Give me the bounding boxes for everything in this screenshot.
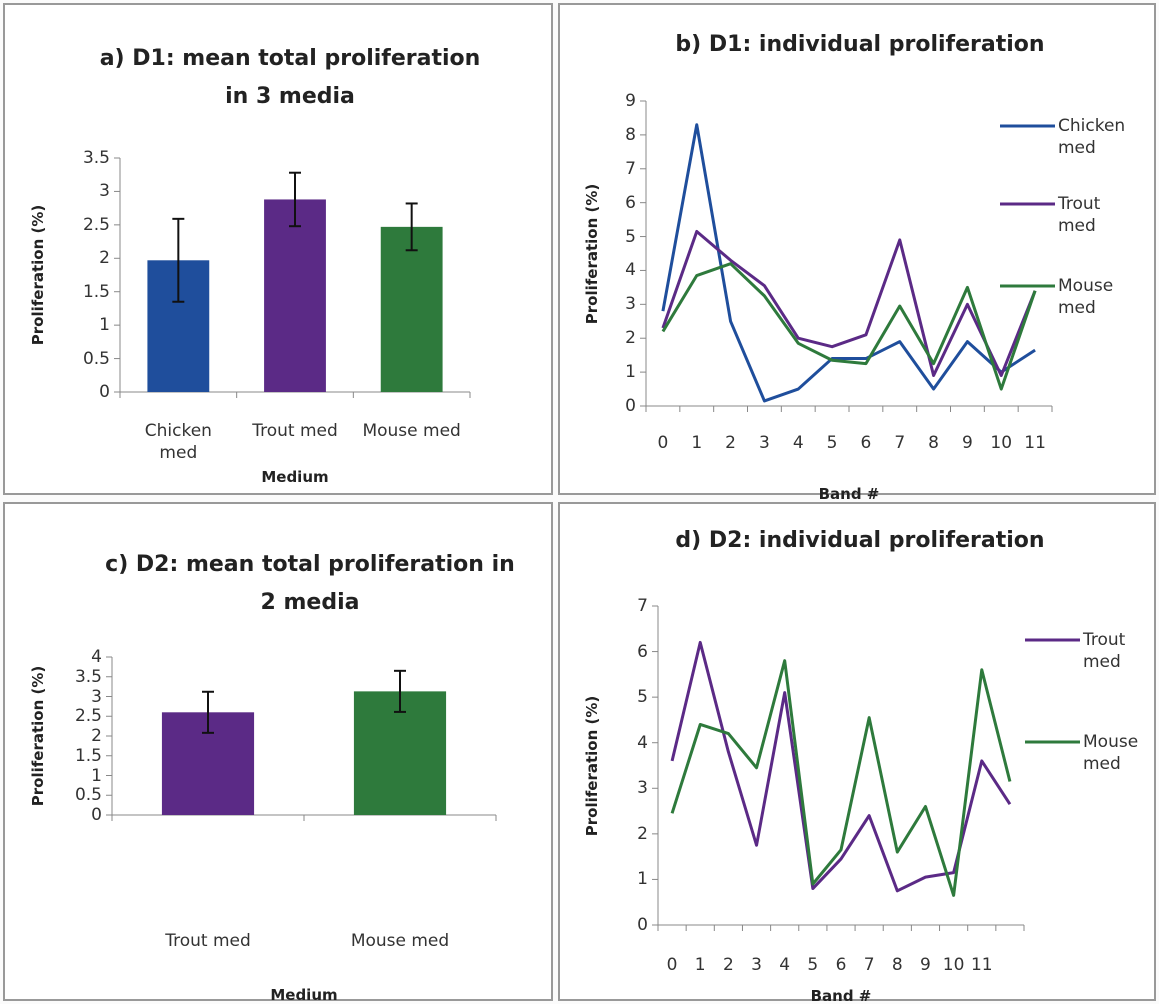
y-tick-label: 0 <box>625 396 636 416</box>
error-bar <box>405 202 418 252</box>
y-axis-label: Proliferation (%) <box>583 695 601 836</box>
error-bar <box>172 217 185 303</box>
x-tick-label: 4 <box>779 955 791 975</box>
x-tick-label: 9 <box>920 955 931 975</box>
y-tick-label: 2 <box>91 726 102 746</box>
y-tick-label: 5 <box>625 226 636 247</box>
y-tick-label: 4 <box>637 732 648 753</box>
y-tick-label: 9 <box>625 91 636 111</box>
y-tick-label: 3.5 <box>74 666 102 687</box>
legend-label: Mouse med <box>1083 732 1139 774</box>
y-tick-label: 1 <box>91 765 102 786</box>
y-tick-label: 2 <box>99 248 110 269</box>
y-tick-label: 8 <box>625 124 636 145</box>
x-tick-label: 11 <box>970 955 993 975</box>
x-tick-label: Mouse med <box>362 421 461 441</box>
y-tick-label: 3 <box>99 181 110 202</box>
x-tick-label: 8 <box>928 433 939 453</box>
x-tick-label: 2 <box>725 433 736 453</box>
x-tick-label: Chicken med <box>144 421 212 463</box>
x-tick-label: 1 <box>694 955 706 975</box>
bar <box>380 226 443 392</box>
x-tick-label: 6 <box>835 955 847 975</box>
x-tick-label: 0 <box>657 433 669 453</box>
y-tick-label: 5 <box>637 687 648 708</box>
error-bar <box>202 690 214 734</box>
y-tick-label: 1.5 <box>82 281 110 302</box>
x-tick-label: Trout med <box>165 931 251 951</box>
x-tick-label: 11 <box>1024 433 1046 453</box>
x-tick-label: 0 <box>666 955 678 975</box>
y-tick-label: 2 <box>637 823 648 844</box>
y-tick-label: 3 <box>625 294 636 315</box>
y-tick-label: 1.5 <box>74 745 102 766</box>
x-tick-label: 7 <box>894 433 906 453</box>
line-series <box>670 659 1012 897</box>
x-tick-label: 3 <box>758 433 770 453</box>
y-tick-label: 2 <box>625 328 636 349</box>
x-axis-label: Band # <box>818 485 880 503</box>
line-series <box>661 229 1037 377</box>
x-tick-label: 5 <box>807 955 819 975</box>
line-series <box>661 262 1037 391</box>
y-tick-label: 3.5 <box>82 148 110 168</box>
x-tick-label: 8 <box>891 955 903 975</box>
y-tick-label: 6 <box>637 641 648 662</box>
y-tick-label: 0 <box>99 382 110 402</box>
x-axis-label: Band # <box>810 987 872 1004</box>
y-tick-label: 3 <box>637 778 648 799</box>
x-tick-label: 10 <box>990 433 1013 453</box>
y-tick-label: 0.5 <box>74 785 102 806</box>
line-series <box>670 640 1012 893</box>
x-tick-label: 1 <box>691 433 703 453</box>
x-tick-label: 9 <box>961 433 973 453</box>
legend-label: Mouse med <box>1058 276 1114 318</box>
y-tick-label: 2.5 <box>74 706 102 727</box>
x-axis-label: Medium <box>270 986 338 1004</box>
y-tick-label: 7 <box>637 596 648 616</box>
y-tick-label: 4 <box>625 260 636 281</box>
chart-title: d) D2: individual proliferation <box>675 528 1045 553</box>
y-tick-label: 3 <box>91 686 102 707</box>
x-tick-label: Trout med <box>252 421 338 441</box>
y-tick-label: 4 <box>91 647 102 667</box>
y-tick-label: 1 <box>625 362 636 383</box>
legend-label: Trout med <box>1083 630 1126 672</box>
y-tick-label: 0 <box>637 915 648 935</box>
bar <box>264 199 326 392</box>
y-tick-label: 0.5 <box>82 348 110 369</box>
error-bar <box>289 171 301 228</box>
chart-title: c) D2: mean total proliferation in 2 med… <box>105 552 515 615</box>
x-tick-label: 10 <box>942 955 965 975</box>
y-tick-label: 6 <box>625 192 636 213</box>
y-tick-label: 1 <box>637 869 648 890</box>
x-tick-label: 4 <box>792 433 804 453</box>
error-bar <box>394 669 406 713</box>
y-tick-label: 0 <box>91 805 102 825</box>
x-tick-label: 3 <box>751 955 762 975</box>
legend-label: Chicken med <box>1058 116 1126 158</box>
x-tick-label: 7 <box>863 955 875 975</box>
y-tick-label: 7 <box>625 158 636 179</box>
x-tick-label: 6 <box>860 433 872 453</box>
y-tick-label: 2.5 <box>82 214 110 235</box>
chart-title: b) D1: individual proliferation <box>675 32 1045 57</box>
line-series <box>661 123 1036 403</box>
y-axis-label: Proliferation (%) <box>29 204 47 346</box>
panel-border <box>558 3 1156 495</box>
x-tick-label: 5 <box>826 433 838 453</box>
x-tick-label: Mouse med <box>350 931 450 951</box>
x-tick-label: 2 <box>722 955 734 975</box>
x-axis-label: Medium <box>261 468 329 486</box>
chart-title: a) D1: mean total proliferation in 3 med… <box>99 46 481 109</box>
legend-label: Trout med <box>1058 194 1101 236</box>
y-tick-label: 1 <box>99 315 110 336</box>
panel-border <box>3 502 553 1001</box>
